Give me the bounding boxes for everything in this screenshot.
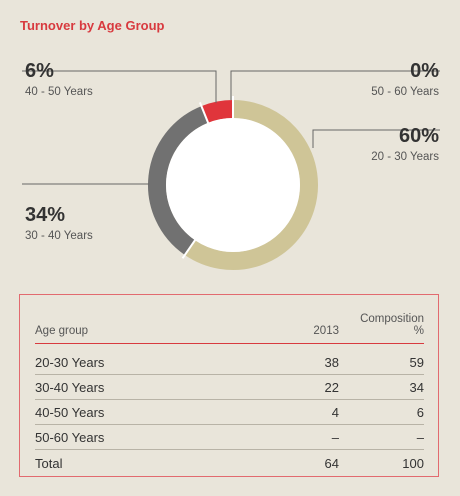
col-header-composition-line2: % bbox=[413, 325, 424, 337]
callout-30-40: 34% 30 - 40 Years bbox=[25, 204, 93, 244]
cell-2013: – bbox=[259, 424, 339, 450]
col-header-2013: 2013 bbox=[313, 325, 339, 337]
callout-label: 30 - 40 Years bbox=[25, 230, 93, 242]
cell-composition: – bbox=[339, 424, 424, 450]
callout-pct: 60% bbox=[398, 125, 439, 147]
donut-slice-40-50years bbox=[201, 100, 234, 123]
callout-pct: 0% bbox=[410, 60, 439, 82]
cell-total-composition: 100 bbox=[402, 455, 424, 471]
cell-total-2013: 64 bbox=[324, 455, 339, 471]
col-header-age-group: Age group bbox=[35, 325, 89, 337]
cell-2013: 22 bbox=[259, 374, 339, 400]
cell-composition: 59 bbox=[339, 343, 424, 375]
cell-group: 40-50 Years bbox=[35, 399, 259, 425]
donut-slice-30-40years bbox=[148, 106, 209, 256]
donut-ring bbox=[148, 96, 318, 270]
table-row: 20-30 Years 38 59 bbox=[35, 343, 424, 375]
data-table: Age group 2013 Composition % 20-30 Years… bbox=[35, 309, 424, 476]
cell-2013: 38 bbox=[259, 343, 339, 375]
leader-line-40-50 bbox=[22, 70, 217, 103]
table-total-row: Total 64 100 bbox=[35, 450, 424, 477]
callout-pct: 34% bbox=[25, 204, 66, 226]
callout-label: 50 - 60 Years bbox=[371, 86, 439, 98]
table-header-row: Age group 2013 Composition % bbox=[35, 309, 424, 344]
donut-chart bbox=[22, 70, 440, 270]
table-row: 50-60 Years – – bbox=[35, 424, 424, 450]
col-header-composition: Composition % bbox=[339, 309, 424, 344]
leader-line-20-30 bbox=[312, 129, 440, 148]
cell-2013: 4 bbox=[259, 399, 339, 425]
callout-50-60: 0% 50 - 60 Years bbox=[371, 60, 439, 100]
callout-20-30: 60% 20 - 30 Years bbox=[371, 125, 439, 165]
callout-40-50: 6% 40 - 50 Years bbox=[25, 60, 93, 100]
cell-group: 30-40 Years bbox=[35, 374, 259, 400]
cell-group: 50-60 Years bbox=[35, 424, 259, 450]
callout-label: 20 - 30 Years bbox=[371, 151, 439, 163]
cell-composition: 6 bbox=[339, 399, 424, 425]
donut-slice-20-30years bbox=[184, 100, 318, 270]
slice-separator bbox=[198, 102, 211, 127]
callout-pct: 6% bbox=[25, 60, 54, 82]
cell-composition: 34 bbox=[339, 374, 424, 400]
table-row: 30-40 Years 22 34 bbox=[35, 374, 424, 400]
cell-group: 20-30 Years bbox=[35, 343, 259, 375]
donut-hole bbox=[166, 118, 300, 252]
leader-line-50-60 bbox=[230, 70, 440, 100]
cell-total-label: Total bbox=[35, 455, 63, 471]
callout-label: 40 - 50 Years bbox=[25, 86, 93, 98]
table-row: 40-50 Years 4 6 bbox=[35, 399, 424, 425]
chart-title: Turnover by Age Group bbox=[20, 18, 165, 33]
slice-separator bbox=[181, 236, 199, 259]
col-header-composition-line1: Composition bbox=[360, 313, 424, 325]
data-table-box: Age group 2013 Composition % 20-30 Years… bbox=[19, 294, 439, 477]
